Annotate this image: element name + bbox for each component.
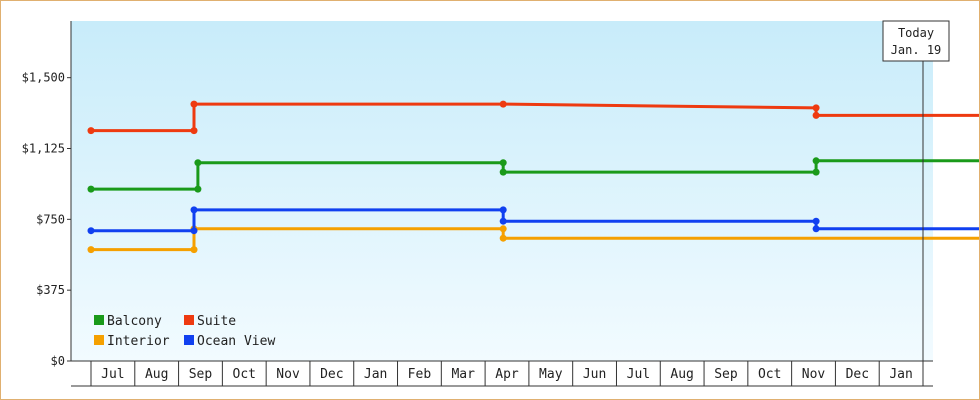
x-tick-label: Aug <box>145 367 168 382</box>
series-layer <box>87 100 979 254</box>
today-title: Today <box>898 26 934 40</box>
y-tick-label: $0 <box>51 354 65 368</box>
x-tick-label: Jul <box>101 367 124 382</box>
x-tick-label: Dec <box>320 367 343 382</box>
data-point <box>190 100 198 108</box>
data-point <box>499 225 507 233</box>
series-balcony <box>87 157 979 193</box>
legend-swatch <box>184 315 194 325</box>
legend-label: Interior <box>107 334 170 349</box>
data-point <box>812 225 820 233</box>
x-tick-label: Sep <box>189 367 213 382</box>
data-point <box>190 227 198 235</box>
y-tick-label: $750 <box>36 212 65 226</box>
data-point <box>194 159 202 167</box>
data-point <box>87 246 95 254</box>
x-tick-label: Dec <box>846 367 869 382</box>
data-point <box>87 127 95 135</box>
data-point <box>812 157 820 165</box>
legend-label: Balcony <box>107 314 162 329</box>
data-point <box>812 217 820 225</box>
x-tick-label: Oct <box>758 367 781 382</box>
data-point <box>499 159 507 167</box>
x-tick-label: Nov <box>802 367 826 382</box>
x-tick-label: Jan <box>889 367 912 382</box>
today-marker: Today Jan. 19 <box>882 20 950 361</box>
data-point <box>499 217 507 225</box>
legend: Balcony Suite Interior Ocean View <box>94 314 275 349</box>
plot-background <box>71 21 933 361</box>
data-point <box>812 111 820 119</box>
legend-label: Suite <box>197 314 236 329</box>
today-date: Jan. 19 <box>891 43 942 57</box>
legend-label: Ocean View <box>197 334 275 349</box>
data-point <box>190 127 198 135</box>
data-point <box>499 168 507 176</box>
x-tick-label: Nov <box>276 367 300 382</box>
data-point <box>194 185 202 193</box>
y-tick-label: $1,500 <box>22 71 65 85</box>
y-axis: $0 $375 $750 $1,125 $1,500 <box>22 21 72 368</box>
series-ocean-view <box>87 206 979 235</box>
x-tick-label: Jan <box>364 367 387 382</box>
y-tick-label: $375 <box>36 283 65 297</box>
x-tick-label: Jun <box>583 367 606 382</box>
data-point <box>812 168 820 176</box>
data-point <box>499 206 507 214</box>
legend-swatch <box>94 335 104 345</box>
data-point <box>812 104 820 112</box>
data-point <box>499 100 507 108</box>
series-suite <box>87 100 979 135</box>
x-tick-label: Feb <box>408 367 432 382</box>
data-point <box>190 246 198 254</box>
x-tick-label: Apr <box>495 367 519 382</box>
x-tick-label: Oct <box>233 367 256 382</box>
data-point <box>499 234 507 242</box>
y-tick-label: $1,125 <box>22 142 65 156</box>
legend-swatch <box>184 335 194 345</box>
legend-swatch <box>94 315 104 325</box>
x-axis: Jul Aug Sep Oct Nov Dec Jan Feb Mar Apr May Jun Jul A… <box>71 360 933 387</box>
data-point <box>190 206 198 214</box>
data-point <box>87 185 95 193</box>
today-box <box>882 20 950 62</box>
data-point <box>87 227 95 235</box>
x-tick-label: Sep <box>714 367 738 382</box>
x-tick-label: Mar <box>451 367 475 382</box>
x-tick-label: Aug <box>670 367 693 382</box>
x-tick-label: Jul <box>627 367 650 382</box>
x-tick-label: May <box>539 367 563 382</box>
